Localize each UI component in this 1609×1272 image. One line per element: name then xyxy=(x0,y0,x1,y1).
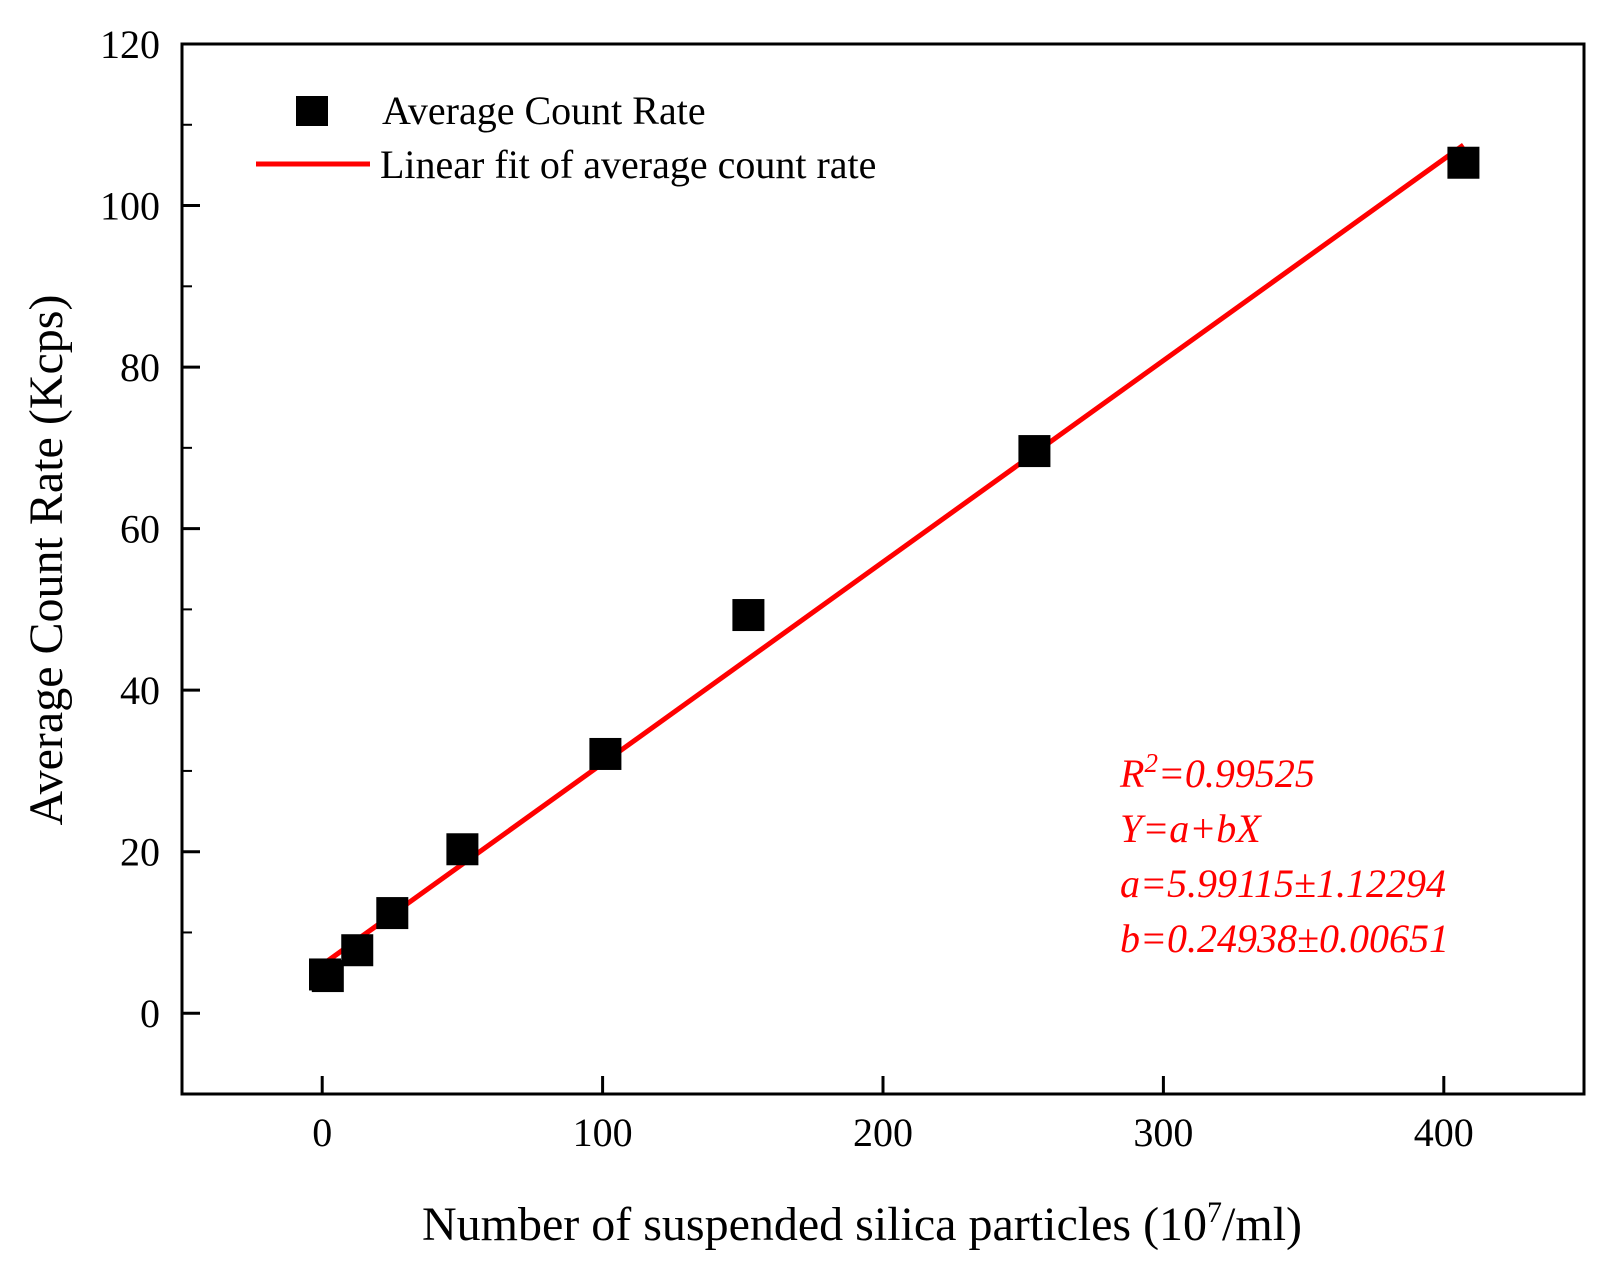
y-tick-label: 60 xyxy=(120,507,160,552)
data-point xyxy=(341,934,374,967)
legend: Average Count Rate Linear fit of average… xyxy=(256,88,876,187)
data-point xyxy=(1018,435,1051,468)
annotation-r-letter: R xyxy=(1119,751,1144,796)
y-tick-label: 0 xyxy=(140,991,160,1036)
axis-ticks: 0 100 200 300 400 0 20 40 60 80 100 120 xyxy=(100,22,1474,1155)
data-point xyxy=(311,960,344,993)
data-point xyxy=(732,599,765,632)
y-tick-label: 40 xyxy=(120,668,160,713)
annotation-r-superscript: 2 xyxy=(1144,748,1158,778)
annotation-r-squared: R2=0.99525 xyxy=(1119,748,1315,796)
annotation-equation: Y=a+bX xyxy=(1120,806,1262,851)
data-point xyxy=(589,737,622,770)
y-tick-label: 120 xyxy=(100,22,160,67)
fit-annotation: R2=0.99525 Y=a+bX a=5.99115±1.12294 b=0.… xyxy=(1119,748,1449,961)
annotation-intercept: a=5.99115±1.12294 xyxy=(1120,861,1446,906)
series-layer xyxy=(309,143,1480,993)
data-point xyxy=(376,897,409,930)
y-axis-title: Average Count Rate (Kcps) xyxy=(20,295,73,826)
legend-marker-square xyxy=(296,96,328,126)
x-axis-title-superscript: 7 xyxy=(1207,1196,1222,1229)
fit-line xyxy=(323,143,1465,965)
x-tick-label: 0 xyxy=(312,1110,332,1155)
x-tick-label: 100 xyxy=(573,1110,633,1155)
x-tick-label: 300 xyxy=(1133,1110,1193,1155)
x-axis-title: Number of suspended silica particles (10… xyxy=(422,1196,1302,1251)
y-tick-label: 100 xyxy=(100,184,160,229)
x-tick-label: 200 xyxy=(853,1110,913,1155)
data-point xyxy=(1447,146,1480,179)
plot-frame xyxy=(180,42,1586,1096)
legend-label-scatter: Average Count Rate xyxy=(382,88,706,133)
y-tick-label: 80 xyxy=(120,345,160,390)
annotation-slope: b=0.24938±0.00651 xyxy=(1120,916,1449,961)
x-axis-title-end: /ml) xyxy=(1222,1198,1302,1251)
x-tick-label: 400 xyxy=(1414,1110,1474,1155)
y-tick-label: 20 xyxy=(120,830,160,875)
x-axis-title-main: Number of suspended silica particles (10 xyxy=(422,1198,1207,1251)
legend-label-fit: Linear fit of average count rate xyxy=(380,142,876,187)
annotation-r-value: =0.99525 xyxy=(1158,751,1315,796)
data-point xyxy=(446,833,479,866)
